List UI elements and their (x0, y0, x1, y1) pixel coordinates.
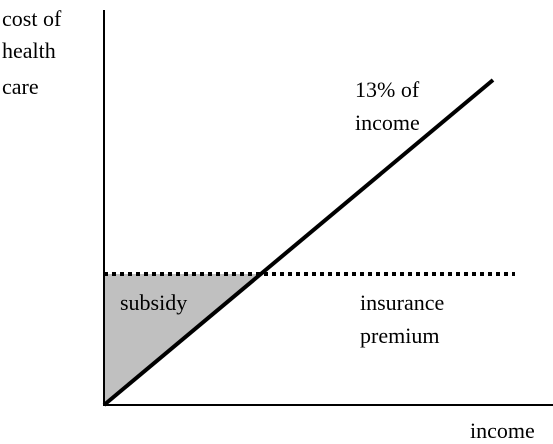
y-axis-label: care (2, 74, 39, 99)
income-line-label: income (355, 110, 420, 135)
income-line (102, 78, 495, 407)
premium-label: insurance (360, 290, 444, 315)
y-axis-label: cost of (2, 6, 62, 31)
income-line-label: 13% of (355, 77, 420, 102)
x-axis-label: income (470, 418, 535, 443)
premium-label: premium (360, 323, 439, 348)
y-axis-label: health (2, 38, 56, 63)
subsidy-label: subsidy (120, 290, 187, 315)
